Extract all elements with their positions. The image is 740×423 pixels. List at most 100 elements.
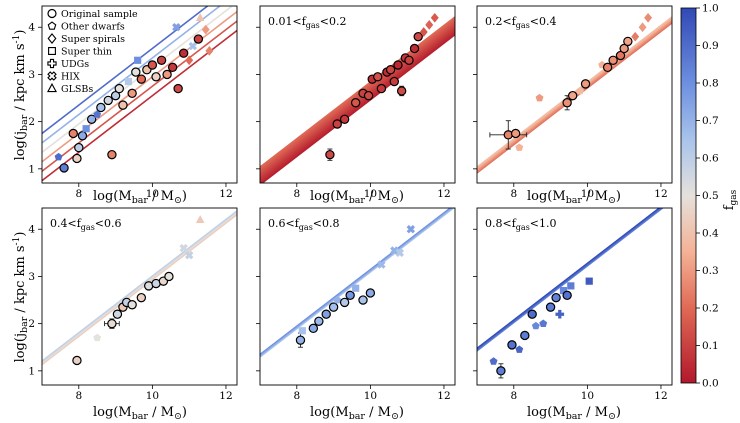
data-point-circle xyxy=(77,131,88,141)
panel-annotation-3: 0.4<fgas<0.6 xyxy=(50,217,122,232)
data-point-circle xyxy=(339,297,350,308)
legend-label: GLSBs xyxy=(61,84,93,95)
panel-annotation-4: 0.6<fgas<0.8 xyxy=(268,217,340,232)
data-point-circle xyxy=(545,302,556,312)
data-point-circle xyxy=(580,79,591,89)
y-axis-label-bottom: log(jbar / kpc km s-1) xyxy=(12,232,30,363)
y-tick-label: 3 xyxy=(28,69,35,81)
data-point-circle xyxy=(72,355,82,366)
panel-annotation-5: 0.8<fgas<1.0 xyxy=(485,217,557,232)
y-tick-label: 1 xyxy=(28,365,35,377)
legend-label: Original sample xyxy=(61,9,138,20)
data-point-square xyxy=(585,277,593,285)
data-point-circle xyxy=(623,36,633,47)
data-point-circle xyxy=(178,48,189,58)
x-axis-label-2: log(Mbar / M⊙) xyxy=(310,189,404,206)
data-point-square xyxy=(298,327,306,335)
data-point-circle xyxy=(332,119,342,129)
colorbar-tick-label: 1.0 xyxy=(702,3,719,15)
data-point-circle xyxy=(365,288,376,298)
data-point-cross xyxy=(179,243,188,253)
x-tick-label: 10 xyxy=(146,390,159,402)
y-tick-label: 2 xyxy=(28,318,35,330)
data-point-circle xyxy=(162,69,172,80)
colorbar-gradient xyxy=(680,7,697,384)
colorbar-tick-label: 0.3 xyxy=(702,265,719,277)
data-point-pentagon xyxy=(515,345,524,353)
legend-item-square: Super thin xyxy=(48,47,112,58)
x-tick-label: 8 xyxy=(75,188,82,200)
data-point-circle xyxy=(345,290,355,301)
x-tick-label: 8 xyxy=(293,188,300,200)
data-point-circle xyxy=(96,102,106,113)
y-tick-label: 4 xyxy=(28,22,35,34)
data-point-diamond xyxy=(419,27,428,37)
data-point-circle xyxy=(619,43,629,54)
legend-marker xyxy=(47,8,57,19)
data-point-circle xyxy=(413,31,423,42)
data-point-pentagon xyxy=(489,357,498,365)
panel-2: 8 10 12 xyxy=(256,5,456,200)
relation-band-segment xyxy=(477,208,660,349)
data-point-pentagon xyxy=(333,295,342,304)
data-point-circle xyxy=(328,302,339,312)
legend-item-pentagon: Other dwarfs xyxy=(47,21,125,33)
data-point-circle xyxy=(363,90,374,101)
data-point-pentagon xyxy=(93,333,102,342)
legend-item-circle: Original sample xyxy=(47,8,138,20)
x-axis-label-3: log(Mbar / M⊙) xyxy=(527,189,621,206)
data-point-cross xyxy=(390,246,399,255)
legend-item-diamond: Super spirals xyxy=(47,33,125,45)
panel-2-plot-area xyxy=(260,12,455,183)
data-point-circle xyxy=(325,149,335,160)
x-axis-label-1: log(Mbar / M⊙) xyxy=(93,189,187,206)
data-point-square xyxy=(352,284,360,292)
colorbar-label: fgas xyxy=(722,189,739,210)
data-point-circle xyxy=(59,163,69,173)
colorbar-tick-label: 0.7 xyxy=(702,115,719,127)
data-point-diamond xyxy=(638,22,647,33)
data-point-cross xyxy=(172,23,181,32)
data-point-triangle xyxy=(195,13,205,22)
data-point-circle xyxy=(510,128,521,139)
data-point-circle xyxy=(562,98,572,108)
data-point-diamond xyxy=(201,24,210,35)
data-point-square xyxy=(134,56,142,64)
legend-label: UDGs xyxy=(61,59,89,70)
data-point-circle xyxy=(404,55,414,65)
panel-2-frame xyxy=(259,5,456,184)
data-point-circle xyxy=(193,34,204,44)
legend-label: Other dwarfs xyxy=(61,22,125,33)
colorbar-tick-label: 0.4 xyxy=(702,228,719,240)
data-point-circle xyxy=(567,90,578,101)
data-point-cross xyxy=(395,248,404,257)
panel-annotation-2: 0.2<fgas<0.4 xyxy=(485,15,557,30)
data-point-circle xyxy=(321,309,331,319)
y-tick-label: 4 xyxy=(28,224,35,236)
data-point-circle xyxy=(602,62,613,73)
y-tick-label: 2 xyxy=(28,116,35,128)
data-point-circle xyxy=(409,43,420,54)
x-tick-label: 12 xyxy=(437,188,450,200)
data-point-circle xyxy=(167,62,178,73)
data-point-diamond xyxy=(644,12,653,23)
x-tick-label: 8 xyxy=(510,188,517,200)
data-point-circle xyxy=(396,86,407,96)
data-point-circle xyxy=(112,309,123,319)
relation-band-segment xyxy=(260,16,455,169)
panel-3: 8 10 12 xyxy=(473,5,673,200)
data-point-circle xyxy=(103,95,113,106)
data-point-diamond xyxy=(425,20,434,30)
colorbar-tick-label: 0.0 xyxy=(702,378,719,390)
panel-4-plot-area xyxy=(42,209,237,366)
data-point-circle xyxy=(520,330,530,341)
data-point-circle xyxy=(110,90,121,101)
data-point-circle xyxy=(615,50,626,61)
data-point-pentagon xyxy=(576,86,584,95)
data-point-square xyxy=(567,282,575,290)
y-axis-label-top: log(jbar / kpc km s-1) xyxy=(12,30,30,161)
data-point-circle xyxy=(107,149,117,160)
data-point-diamond xyxy=(205,45,214,56)
